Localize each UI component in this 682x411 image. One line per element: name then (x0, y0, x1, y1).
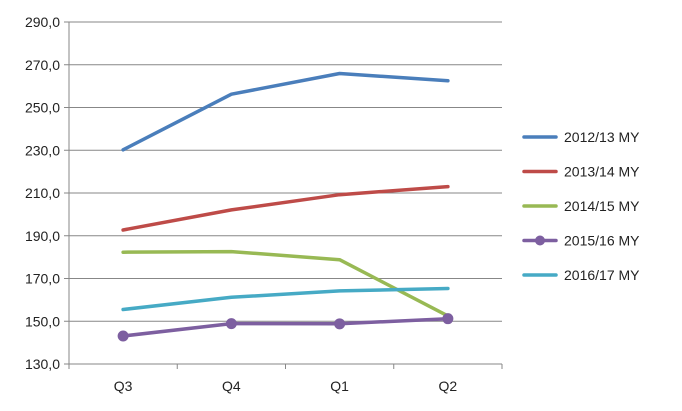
y-tick-label: 190,0 (25, 228, 60, 244)
x-tick-label: Q3 (114, 378, 133, 394)
legend: 2012/13 MY 2013/14 MY 2014/15 MY 2015/16 MY… (522, 129, 640, 283)
y-tick-label: 130,0 (25, 356, 60, 372)
series-line-4 (121, 316, 450, 338)
x-axis-tick-labels: Q3 Q4 Q1 Q2 (114, 378, 458, 394)
y-tick-label: 170,0 (25, 271, 60, 287)
y-axis-tick-labels: 290,0 270,0 250,0 230,0 210,0 190,0 170,0 150,0… (25, 14, 60, 372)
x-tick-label: Q1 (330, 378, 349, 394)
series-line-1 (121, 71, 450, 152)
legend-marker (535, 235, 545, 246)
legend-entry-label: 2015/16 MY (564, 233, 640, 249)
y-tick-label: 270,0 (25, 57, 60, 73)
series-line-2 (121, 184, 450, 232)
legend-entry-label: 2013/14 MY (564, 164, 640, 180)
series-lines (117, 71, 454, 342)
x-tick-label: Q2 (439, 378, 458, 394)
y-tick-label: 150,0 (25, 313, 60, 329)
y-tick-label: 290,0 (25, 14, 60, 30)
series-point (225, 318, 237, 330)
series-line-5 (121, 286, 450, 312)
legend-entry-label: 2016/17 MY (564, 267, 640, 283)
axes (64, 21, 503, 369)
y-tick-label: 230,0 (25, 142, 60, 158)
series-point (442, 313, 454, 325)
x-tick-label: Q4 (222, 378, 241, 394)
y-tick-label: 250,0 (25, 100, 60, 116)
gridlines (69, 21, 502, 322)
y-tick-label: 210,0 (25, 185, 60, 201)
series-point (334, 318, 346, 330)
legend-entry-label: 2012/13 MY (564, 129, 640, 145)
legend-entry-label: 2014/15 MY (564, 198, 640, 214)
series-line-3 (121, 249, 450, 318)
series-point (117, 330, 129, 342)
